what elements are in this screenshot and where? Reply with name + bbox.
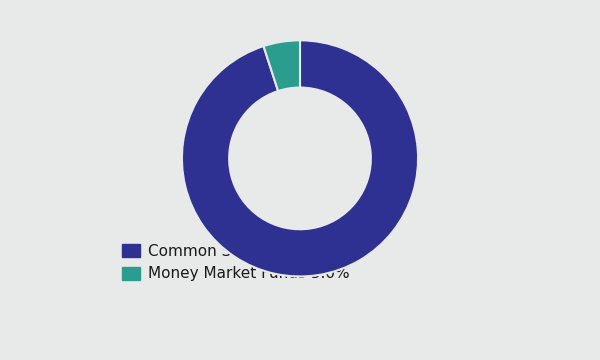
Wedge shape: [263, 40, 300, 91]
Wedge shape: [182, 40, 418, 276]
Legend: Common Stocks 95.0%, Money Market Funds 5.0%: Common Stocks 95.0%, Money Market Funds …: [116, 238, 355, 288]
